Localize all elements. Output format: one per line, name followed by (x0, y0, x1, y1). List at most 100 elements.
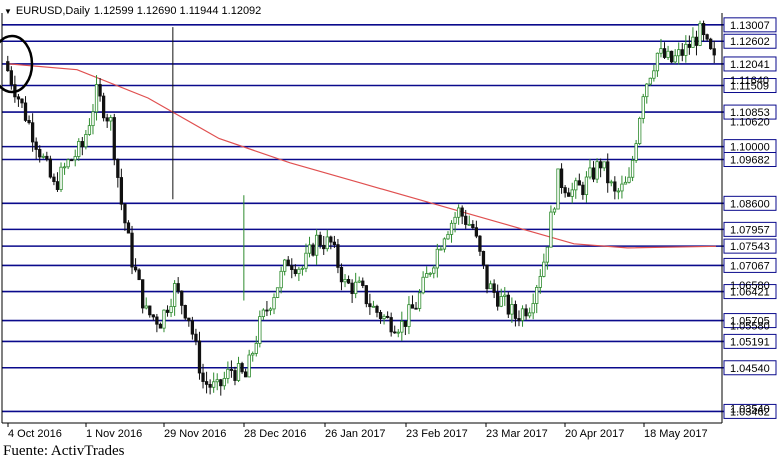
candle-body (343, 279, 347, 283)
candle-body (201, 372, 205, 382)
candle-body (151, 314, 155, 318)
source-caption: Fuente: ActivTrades (3, 443, 125, 459)
candle-body (620, 183, 624, 192)
candle-body (176, 283, 180, 292)
candle-body (570, 189, 574, 197)
y-tick-label: 1.06580 (730, 280, 770, 292)
candle-body (371, 305, 376, 308)
ohlc-values: 1.12599 1.12690 1.11944 1.12092 (93, 5, 262, 17)
candle-body (662, 48, 667, 58)
candle-body (474, 227, 479, 237)
candle-body (162, 309, 166, 329)
y-level-box (723, 78, 777, 94)
candle-body (190, 320, 195, 335)
candle-body (584, 176, 589, 196)
y-tick-label: 1.05580 (730, 321, 770, 333)
candle-body (673, 55, 677, 63)
candle-body (141, 279, 145, 309)
candle-body (261, 309, 266, 317)
candle-body (112, 117, 116, 160)
candle-body (634, 143, 638, 161)
candle-body (488, 283, 493, 290)
candle-body (414, 307, 418, 310)
candle-body (535, 287, 539, 304)
y-level-box (723, 403, 777, 419)
candle-body (45, 155, 49, 160)
candle-body (630, 160, 635, 178)
candle-body (187, 317, 191, 322)
symbol-label: EURUSD,Daily (15, 5, 90, 17)
y-level-box (723, 104, 777, 120)
candle-body (361, 280, 365, 286)
candle-body (613, 181, 617, 192)
candle-body (183, 304, 187, 319)
candle-body (212, 381, 216, 388)
y-level-box (723, 238, 777, 254)
triangle-down-icon[interactable]: ▼ (4, 6, 12, 16)
candle-body (645, 83, 649, 98)
candle-body (126, 222, 131, 234)
candle-body (123, 203, 127, 224)
candle-body (552, 208, 557, 213)
candle-body (137, 269, 141, 281)
candle-body (204, 381, 209, 385)
candle-body (275, 287, 280, 298)
candle-body (648, 77, 652, 85)
x-tick-label: 26 Jan 2017 (325, 428, 386, 440)
chart-header: ▼ EURUSD,Daily 1.12599 1.12690 1.11944 1… (4, 5, 261, 17)
sr-levels-group (2, 24, 728, 413)
y-level-box (723, 360, 777, 376)
y-level-box (723, 152, 777, 168)
candle-body (279, 270, 283, 289)
candle-body (116, 158, 120, 178)
y-level-box (723, 257, 777, 273)
candle-body (332, 241, 337, 246)
y-tick-labels-group: 1.13007 1.12602 1.12041 1.11509 1.10853 1.100… (723, 17, 777, 419)
candle-body (172, 283, 177, 307)
candle-body (627, 176, 631, 183)
candle-body (130, 232, 134, 268)
candle-body (602, 161, 606, 169)
candle-body (425, 273, 429, 278)
candle-body (354, 281, 358, 295)
candle-body (595, 161, 599, 180)
candle-body (378, 312, 383, 319)
y-level-box (723, 17, 777, 33)
candle-body (417, 292, 422, 309)
candle-body (677, 49, 681, 57)
candle-body (432, 267, 436, 274)
candle-body (254, 342, 258, 354)
candle-body (485, 264, 489, 290)
candle-body (563, 187, 567, 194)
candle-body (364, 285, 368, 305)
candle-body (446, 234, 450, 240)
candle-body (297, 268, 301, 275)
candle-body (62, 166, 67, 169)
candle-body (222, 377, 226, 387)
candle-body (251, 352, 255, 356)
candle-body (55, 181, 60, 190)
y-level-label: 1.06421 (730, 287, 770, 299)
candle-body (286, 259, 290, 267)
candle-body (268, 308, 273, 311)
candle-body (421, 276, 425, 294)
candle-body (428, 272, 432, 275)
candle-body (623, 181, 628, 185)
candle-body (506, 294, 510, 315)
candle-body (456, 207, 461, 218)
candle-body (304, 252, 308, 269)
candle-body (236, 363, 241, 381)
candle-body (705, 34, 709, 40)
candle-body (542, 261, 546, 277)
candle-body (219, 379, 223, 387)
candle-body (694, 36, 699, 46)
candle-body (400, 320, 404, 333)
candle-body (410, 304, 415, 309)
candle-body (403, 320, 408, 327)
candle-body (215, 379, 219, 383)
candle-body (499, 296, 503, 307)
candle-body (464, 215, 468, 225)
candle-body (272, 297, 276, 310)
candle-body (23, 102, 28, 121)
